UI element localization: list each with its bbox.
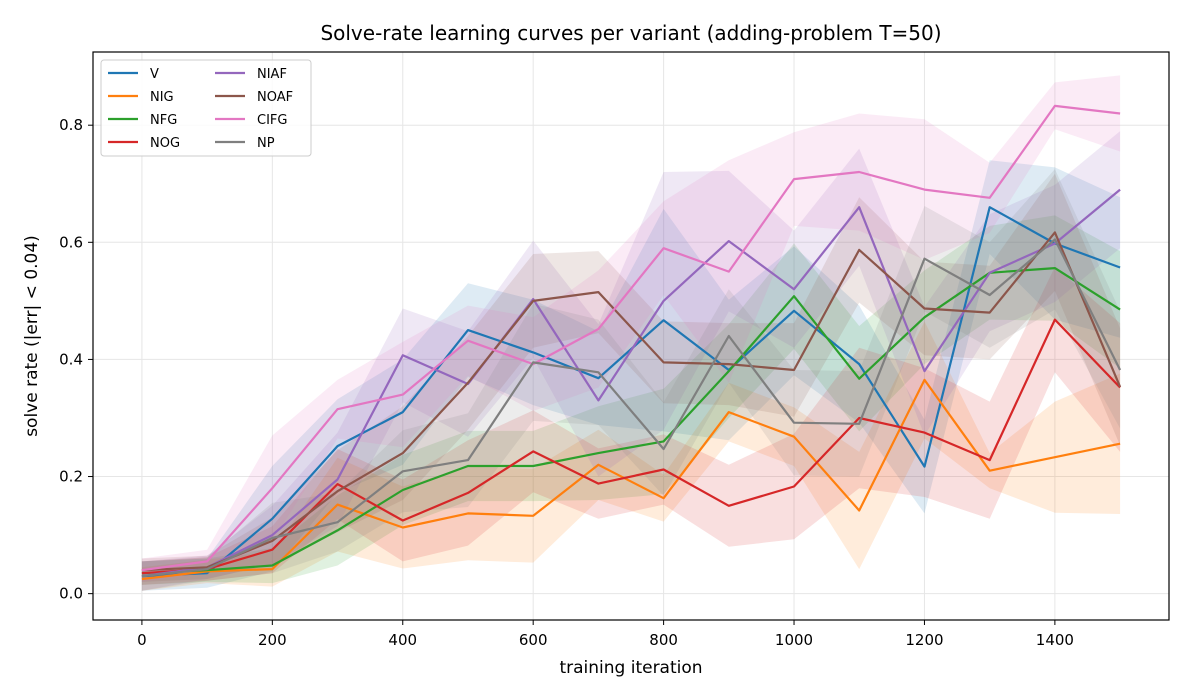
y-tick-label: 0.4 [59,350,83,368]
band-nig [141,321,1121,591]
legend-label: NIG [150,90,174,105]
x-tick-label: 800 [649,631,678,649]
legend-label: CIFG [257,113,287,128]
band-nog [141,266,1121,585]
grid [93,52,1169,620]
y-axis-ticks: 0.0 0.2 0.4 0.6 0.8 [59,116,93,603]
x-tick-label: 1000 [775,631,813,649]
y-tick-label: 0.0 [59,585,83,603]
legend-label: NP [257,136,275,151]
x-tick-label: 1200 [905,631,943,649]
series-lines [141,104,1122,581]
y-tick-label: 0.8 [59,116,83,134]
band-v [141,160,1121,591]
series-line-nfg [141,267,1121,575]
legend-label: NFG [150,113,177,128]
y-axis-label: solve rate (|err| < 0.04) [22,235,42,437]
legend-label: NOG [150,136,180,151]
legend-label: NOAF [257,90,293,105]
series-line-np [141,238,1122,578]
x-axis-ticks: 0 200 400 600 800 1000 1200 1400 [137,620,1074,649]
series-line-niaf [141,188,1121,578]
chart-title: Solve-rate learning curves per variant (… [320,21,941,45]
series-line-nig [141,378,1121,581]
x-tick-label: 600 [519,631,548,649]
y-tick-label: 0.2 [59,468,83,486]
x-tick-label: 0 [137,631,147,649]
series-line-noaf [141,231,1122,572]
y-tick-label: 0.6 [59,233,83,251]
legend-label: NIAF [257,67,287,82]
series-line-cifg [141,104,1121,572]
band-noaf [141,173,1121,582]
x-tick-label: 200 [258,631,287,649]
band-nfg [141,215,1121,585]
plot-frame [92,51,1170,621]
x-tick-label: 1400 [1036,631,1074,649]
x-axis-label: training iteration [559,658,702,678]
x-tick-label: 400 [388,631,417,649]
legend-box [100,59,312,157]
legend: V NIG NFG NOG NIAF NOAF CIFG NP [100,59,312,157]
legend-label: V [150,67,159,82]
